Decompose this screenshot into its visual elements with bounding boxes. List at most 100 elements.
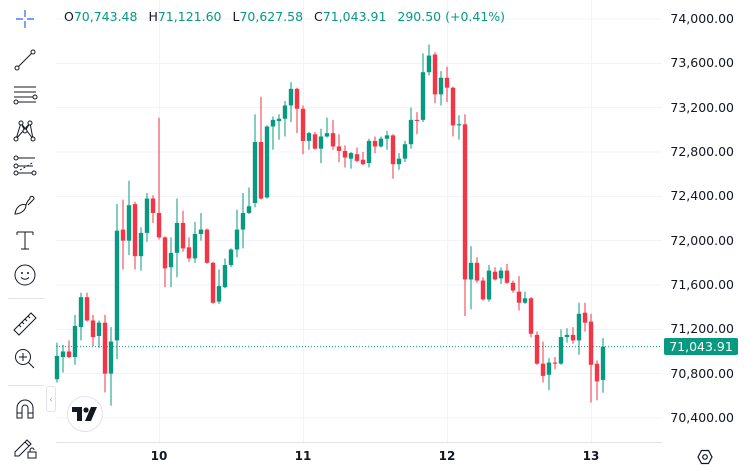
candle-body <box>264 126 270 198</box>
candle-body <box>420 72 426 120</box>
candle-up <box>108 327 114 406</box>
candle-down <box>480 277 486 301</box>
candle-down <box>300 105 306 155</box>
candle-body <box>516 291 522 303</box>
candle-down <box>444 66 450 103</box>
candle-up <box>426 44 432 76</box>
candle-body <box>582 312 588 323</box>
candle-up <box>72 314 78 365</box>
price-tick-label: 74,000.00 <box>670 11 734 26</box>
candle-up <box>600 338 606 393</box>
candle-body <box>558 337 564 364</box>
emoji-icon <box>14 264 36 286</box>
candle-down <box>120 199 126 270</box>
candle-up <box>228 248 234 268</box>
candle-up <box>222 258 228 289</box>
tradingview-logo[interactable] <box>67 396 103 432</box>
candle-body <box>522 298 528 303</box>
candle-body <box>204 229 210 263</box>
candle-up <box>402 140 408 162</box>
candle-body <box>480 280 486 300</box>
candle-body <box>60 351 66 358</box>
candle-body <box>600 346 606 380</box>
candle-up <box>468 246 474 310</box>
candle-up <box>522 291 528 304</box>
candle-up <box>282 101 288 137</box>
price-tick-label: 72,800.00 <box>670 143 734 159</box>
pattern-tool[interactable] <box>9 117 41 145</box>
trend-line-tool[interactable] <box>9 46 41 74</box>
candle-down <box>342 145 348 168</box>
candle-body <box>84 297 90 321</box>
candle-body <box>576 313 582 341</box>
candle-body <box>90 320 96 338</box>
candle-body <box>102 322 108 374</box>
candle-up <box>378 136 384 148</box>
toolbar-divider <box>8 298 44 299</box>
candle-down <box>588 313 594 403</box>
candle-body <box>78 297 84 328</box>
time-tick-label: 10 <box>150 449 168 463</box>
candle-down <box>180 210 186 252</box>
candle-up <box>270 116 276 150</box>
emoji-tool[interactable] <box>9 261 41 289</box>
ruler-tool[interactable] <box>9 310 41 338</box>
candle-body <box>402 144 408 159</box>
candle-body <box>360 159 366 165</box>
candle-body <box>462 124 468 280</box>
candle-body <box>450 87 456 126</box>
collapse-toolbar-button[interactable]: ‹ <box>46 386 56 412</box>
candle-body <box>570 334 576 341</box>
candle-up <box>486 265 492 302</box>
text-tool[interactable] <box>9 226 41 254</box>
magnet-tool[interactable] <box>9 395 41 423</box>
close-value: 71,043.91 <box>322 9 387 24</box>
candle-body <box>240 212 246 230</box>
candle-body <box>150 198 156 213</box>
candle-body <box>378 138 384 147</box>
candle-up <box>60 344 66 373</box>
crosshair-tool[interactable] <box>9 5 41 33</box>
candle-body <box>384 135 390 139</box>
zoom-in-tool[interactable] <box>9 345 41 373</box>
candle-down <box>294 87 300 134</box>
candle-down <box>432 52 438 104</box>
candle-body <box>552 362 558 364</box>
candle-down <box>66 340 72 359</box>
candle-up <box>396 153 402 170</box>
candle-body <box>198 229 204 235</box>
candle-body <box>246 206 252 213</box>
candle-body <box>276 118 282 121</box>
candle-body <box>408 119 414 145</box>
candle-down <box>90 314 96 346</box>
candle-up <box>456 115 462 140</box>
fib-lines-tool[interactable] <box>9 152 41 180</box>
high-label: H <box>148 9 158 24</box>
candle-body <box>456 124 462 126</box>
chart-settings-button[interactable] <box>697 449 713 465</box>
candle-down <box>330 119 336 150</box>
text-icon <box>16 231 34 250</box>
close-label: C <box>314 9 323 24</box>
candle-body <box>144 198 150 233</box>
lock-drawings-tool[interactable] <box>9 432 41 460</box>
candle-body <box>564 334 570 338</box>
candle-up <box>234 209 240 258</box>
candle-up <box>408 107 414 149</box>
time-tick-label: 11 <box>294 449 312 463</box>
price-tick-label: 73,200.00 <box>670 99 734 115</box>
candle-down <box>210 261 216 304</box>
open-label: O <box>64 9 74 24</box>
price-tick-label: 71,600.00 <box>670 276 734 292</box>
candle-down <box>540 341 546 383</box>
horizontal-lines-tool[interactable] <box>9 81 41 109</box>
candle-body <box>396 158 402 165</box>
candle-body <box>72 325 78 358</box>
candle-body <box>366 140 372 164</box>
candle-down <box>516 276 522 311</box>
candles <box>54 44 606 406</box>
brush-tool[interactable] <box>9 191 41 219</box>
candle-body <box>390 135 396 165</box>
candle-body <box>438 77 444 95</box>
